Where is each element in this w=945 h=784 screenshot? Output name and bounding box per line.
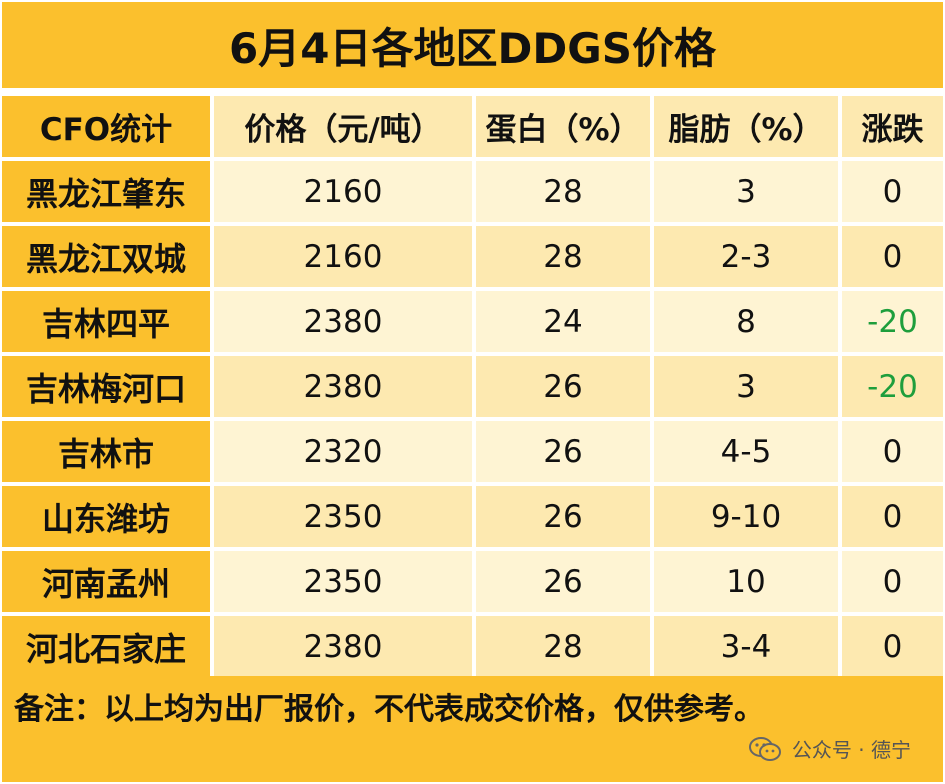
cell-price: 2380 xyxy=(214,356,476,417)
cell-region: 黑龙江肇东 xyxy=(2,161,214,222)
cell-protein: 26 xyxy=(476,421,654,482)
header-protein: 蛋白（%） xyxy=(476,96,654,157)
table-title: 6月4日各地区DDGS价格 xyxy=(2,2,943,88)
header-price: 价格（元/吨） xyxy=(214,96,476,157)
cell-change: 0 xyxy=(842,421,943,482)
cell-region: 黑龙江双城 xyxy=(2,226,214,287)
cell-change: -20 xyxy=(842,291,943,352)
cell-fat: 2-3 xyxy=(654,226,842,287)
cell-fat: 3 xyxy=(654,356,842,417)
table-row: 河南孟州 2350 26 10 0 xyxy=(2,551,943,612)
cell-region: 山东潍坊 xyxy=(2,486,214,547)
watermark-text: 公众号 · 德宁 xyxy=(791,738,911,762)
cell-fat: 10 xyxy=(654,551,842,612)
cell-price: 2380 xyxy=(214,291,476,352)
cell-price: 2160 xyxy=(214,226,476,287)
table-row: 吉林市 2320 26 4-5 0 xyxy=(2,421,943,482)
cell-change: 0 xyxy=(842,161,943,222)
cell-fat: 4-5 xyxy=(654,421,842,482)
cell-change: -20 xyxy=(842,356,943,417)
cell-protein: 26 xyxy=(476,356,654,417)
cell-protein: 28 xyxy=(476,161,654,222)
table-row: 河北石家庄 2380 28 3-4 0 xyxy=(2,616,943,677)
header-fat: 脂肪（%） xyxy=(654,96,842,157)
cell-fat: 9-10 xyxy=(654,486,842,547)
table-row: 山东潍坊 2350 26 9-10 0 xyxy=(2,486,943,547)
cell-protein: 24 xyxy=(476,291,654,352)
cell-change: 0 xyxy=(842,551,943,612)
cell-price: 2160 xyxy=(214,161,476,222)
table-header-row: CFO统计 价格（元/吨） 蛋白（%） 脂肪（%） 涨跌 xyxy=(2,96,943,157)
header-cfo-stat: CFO统计 xyxy=(2,96,214,157)
header-change: 涨跌 xyxy=(842,96,943,157)
cell-protein: 26 xyxy=(476,551,654,612)
cell-change: 0 xyxy=(842,486,943,547)
cell-price: 2350 xyxy=(214,551,476,612)
cell-protein: 28 xyxy=(476,616,654,677)
cell-change: 0 xyxy=(842,616,943,677)
cell-region: 河南孟州 xyxy=(2,551,214,612)
cell-region: 河北石家庄 xyxy=(2,616,214,677)
cell-region: 吉林梅河口 xyxy=(2,356,214,417)
cell-fat: 3-4 xyxy=(654,616,842,677)
footnote-text: 备注：以上均为出厂报价，不代表成交价格，仅供参考。 xyxy=(14,692,764,727)
price-table: CFO统计 价格（元/吨） 蛋白（%） 脂肪（%） 涨跌 黑龙江肇东 2160 28… xyxy=(2,92,943,681)
cell-price: 2380 xyxy=(214,616,476,677)
cell-region: 吉林四平 xyxy=(2,291,214,352)
cell-protein: 28 xyxy=(476,226,654,287)
table-row: 吉林四平 2380 24 8 -20 xyxy=(2,291,943,352)
table-row: 吉林梅河口 2380 26 3 -20 xyxy=(2,356,943,417)
cell-protein: 26 xyxy=(476,486,654,547)
cell-price: 2320 xyxy=(214,421,476,482)
watermark: 公众号 · 德宁 xyxy=(748,734,911,763)
cell-fat: 8 xyxy=(654,291,842,352)
footnote-bar: 备注：以上均为出厂报价，不代表成交价格，仅供参考。 公众号 · 德宁 xyxy=(2,676,943,782)
cell-fat: 3 xyxy=(654,161,842,222)
cell-price: 2350 xyxy=(214,486,476,547)
table-row: 黑龙江双城 2160 28 2-3 0 xyxy=(2,226,943,287)
table-row: 黑龙江肇东 2160 28 3 0 xyxy=(2,161,943,222)
wechat-icon xyxy=(748,736,781,761)
cell-region: 吉林市 xyxy=(2,421,214,482)
cell-change: 0 xyxy=(842,226,943,287)
